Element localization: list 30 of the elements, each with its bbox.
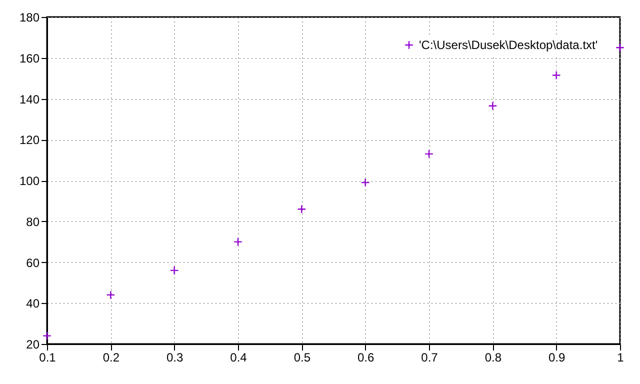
- y-tick-label: 100: [19, 174, 40, 188]
- y-tick-label: 20: [26, 338, 40, 352]
- x-tick-label: 0.6: [357, 350, 374, 364]
- point: [234, 237, 242, 246]
- y-tick-label: 60: [26, 256, 40, 270]
- point: [360, 178, 370, 188]
- y-tick-label: 180: [19, 10, 40, 24]
- x-tick-label: 0.1: [39, 350, 56, 364]
- x-tick-label: 0.7: [421, 350, 438, 364]
- x-tick-label: 0.8: [484, 350, 502, 364]
- point: [106, 290, 116, 300]
- point: [488, 101, 498, 110]
- x-tick-label: 0.4: [230, 350, 248, 364]
- x-tick-label: 0.5: [294, 350, 311, 364]
- point: [616, 43, 624, 52]
- point: [297, 204, 306, 214]
- point: [424, 149, 434, 158]
- x-tick-label: 0.9: [548, 350, 566, 364]
- y-tick-label: 40: [26, 296, 40, 311]
- point: [552, 70, 561, 80]
- y-tick-label: 120: [19, 133, 40, 148]
- x-tick-label: 0.3: [166, 350, 184, 364]
- y-tick-label: 140: [19, 92, 40, 106]
- point: [42, 331, 52, 340]
- legend-label: 'C:\Users\Dusek\Desktop\data.txt': [419, 38, 598, 52]
- x-tick-label: 0.2: [102, 350, 120, 364]
- y-tick-label: 160: [19, 51, 40, 66]
- x-tick-label: 1: [617, 350, 624, 364]
- point: [170, 266, 179, 275]
- y-tick-label: 80: [26, 214, 40, 229]
